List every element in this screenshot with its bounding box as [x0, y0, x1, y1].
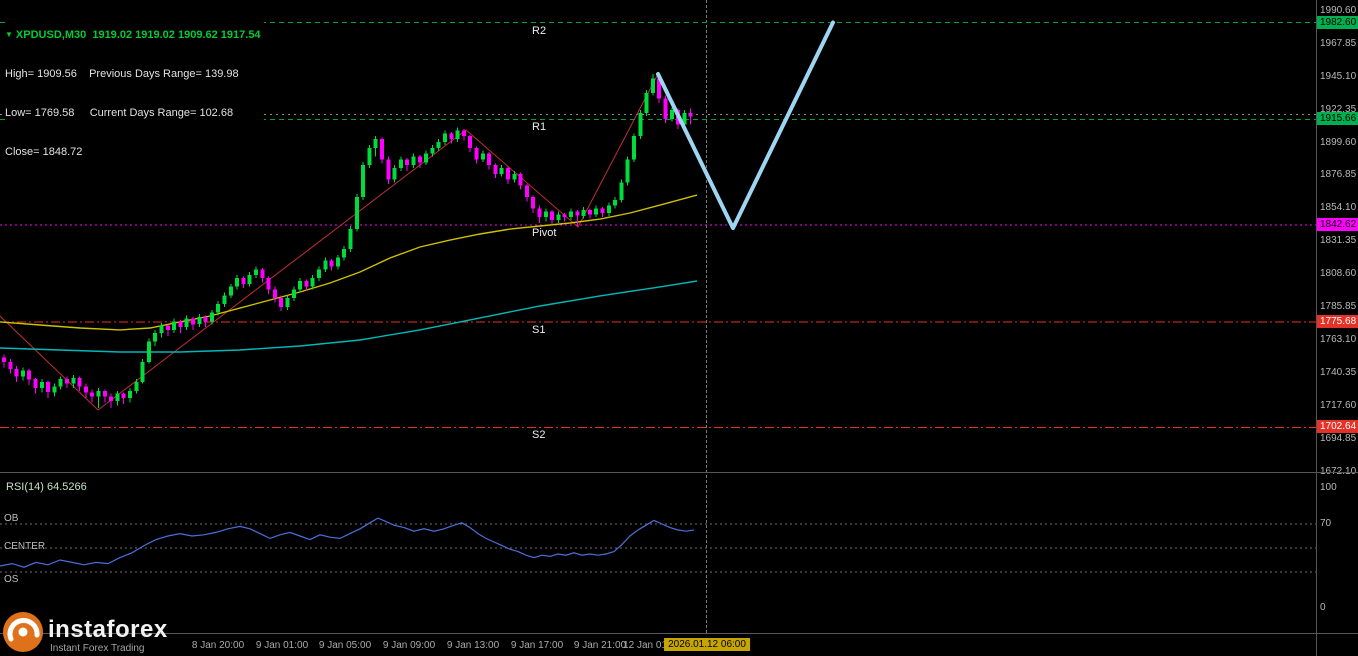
- price-axis-label: 1763.10: [1320, 334, 1357, 345]
- price-axis-label: 1876.85: [1320, 169, 1357, 180]
- time-axis[interactable]: 8 Jan 20:00 9 Jan 01:00 9 Jan 05:00 9 Jan 0…: [0, 634, 1316, 656]
- rsi-indicator-label: RSI(14) 64.5266: [6, 481, 87, 493]
- info-high-line: High= 1909.56 Previous Days Range= 139.9…: [5, 68, 239, 80]
- info-close-line: Close= 1848.72: [5, 146, 83, 158]
- time-axis-label: 9 Jan 09:00: [382, 640, 436, 651]
- info-low-line: Low= 1769.58 Current Days Range= 102.68: [5, 107, 234, 119]
- level-label-r2: R2: [532, 25, 547, 37]
- time-axis-divider: [0, 633, 1358, 634]
- time-axis-label: 9 Jan 01:00: [255, 640, 309, 651]
- time-axis-label: 9 Jan 21:00: [573, 640, 627, 651]
- price-axis-label: 1831.35: [1320, 235, 1357, 246]
- price-axis-label: 1899.60: [1320, 137, 1357, 148]
- quote-info-block: ▼ XPDUSD,M30 1919.02 1919.02 1909.62 1917…: [5, 2, 264, 186]
- price-axis-label: 1990.60: [1320, 5, 1357, 16]
- price-axis-label: 1945.10: [1320, 71, 1357, 82]
- price-axis[interactable]: 1990.60 1967.85 1945.10 1922.35 1899.60 1876.…: [1317, 0, 1358, 656]
- brand-name: instaforex: [48, 616, 168, 643]
- level-label-s1: S1: [532, 324, 546, 336]
- price-axis-label: 1808.60: [1320, 268, 1357, 279]
- rsi-axis-label: 100: [1320, 482, 1337, 493]
- rsi-oversold-label: OS: [4, 574, 19, 585]
- rsi-overbought-label: OB: [4, 513, 19, 524]
- price-axis-label: 1854.10: [1320, 202, 1357, 213]
- price-axis-divider: [1316, 0, 1317, 656]
- main-chart-canvas[interactable]: [0, 0, 1316, 472]
- rsi-axis-label: 70: [1320, 518, 1332, 529]
- time-axis-label: 12 Jan 01:00: [623, 640, 681, 651]
- time-cursor-vline: [706, 0, 707, 633]
- price-axis-label: 1967.85: [1320, 38, 1357, 49]
- price-axis-label: 1694.85: [1320, 433, 1357, 444]
- candles-layer: [2, 74, 693, 409]
- price-axis-label: 1785.85: [1320, 301, 1357, 312]
- price-axis-label: 1922.35: [1320, 104, 1357, 115]
- rsi-center-label: CENTER: [4, 541, 46, 552]
- price-badge-r1: 1915.66: [1317, 112, 1358, 125]
- time-axis-label: 9 Jan 17:00: [510, 640, 564, 651]
- level-label-s2: S2: [532, 429, 546, 441]
- price-badge-s2: 1702.64: [1317, 420, 1358, 433]
- brand-tagline: Instant Forex Trading: [50, 643, 145, 654]
- level-label-r1: R1: [532, 121, 547, 133]
- price-badge-s1: 1775.68: [1317, 315, 1358, 328]
- instaforex-logo-icon: [3, 612, 43, 652]
- symbol-ohlc-text: XPDUSD,M30 1919.02 1919.02 1909.62 1917.…: [15, 29, 261, 41]
- price-axis-label: 1672.10: [1320, 466, 1356, 477]
- symbol-marker-icon: ▼: [5, 30, 13, 39]
- time-axis-label: 8 Jan 20:00: [191, 640, 245, 651]
- zigzag-line: [0, 73, 659, 411]
- price-axis-label: 1740.35: [1320, 367, 1357, 378]
- time-cursor-badge: 2026.01.12 06:00: [664, 638, 750, 651]
- time-axis-label: 9 Jan 05:00: [318, 640, 372, 651]
- level-label-pivot: Pivot: [532, 227, 557, 239]
- quote-line: ▼ XPDUSD,M30 1919.02 1919.02 1909.62 1917…: [5, 28, 261, 42]
- price-badge-r2: 1982.60: [1317, 16, 1358, 29]
- instaforex-watermark: instaforex Instant Forex Trading: [2, 610, 202, 656]
- ma-slow-line: [0, 280, 698, 353]
- forecast-arrow: [656, 20, 835, 231]
- price-badge-pivot: 1842.62: [1317, 218, 1358, 231]
- time-axis-label: 9 Jan 13:00: [446, 640, 500, 651]
- rsi-axis-label: 0: [1320, 602, 1326, 613]
- panel-divider[interactable]: [0, 472, 1358, 473]
- rsi-indicator-canvas[interactable]: [0, 478, 1316, 632]
- price-axis-label: 1717.60: [1320, 400, 1357, 411]
- ma-fast-line: [0, 194, 698, 331]
